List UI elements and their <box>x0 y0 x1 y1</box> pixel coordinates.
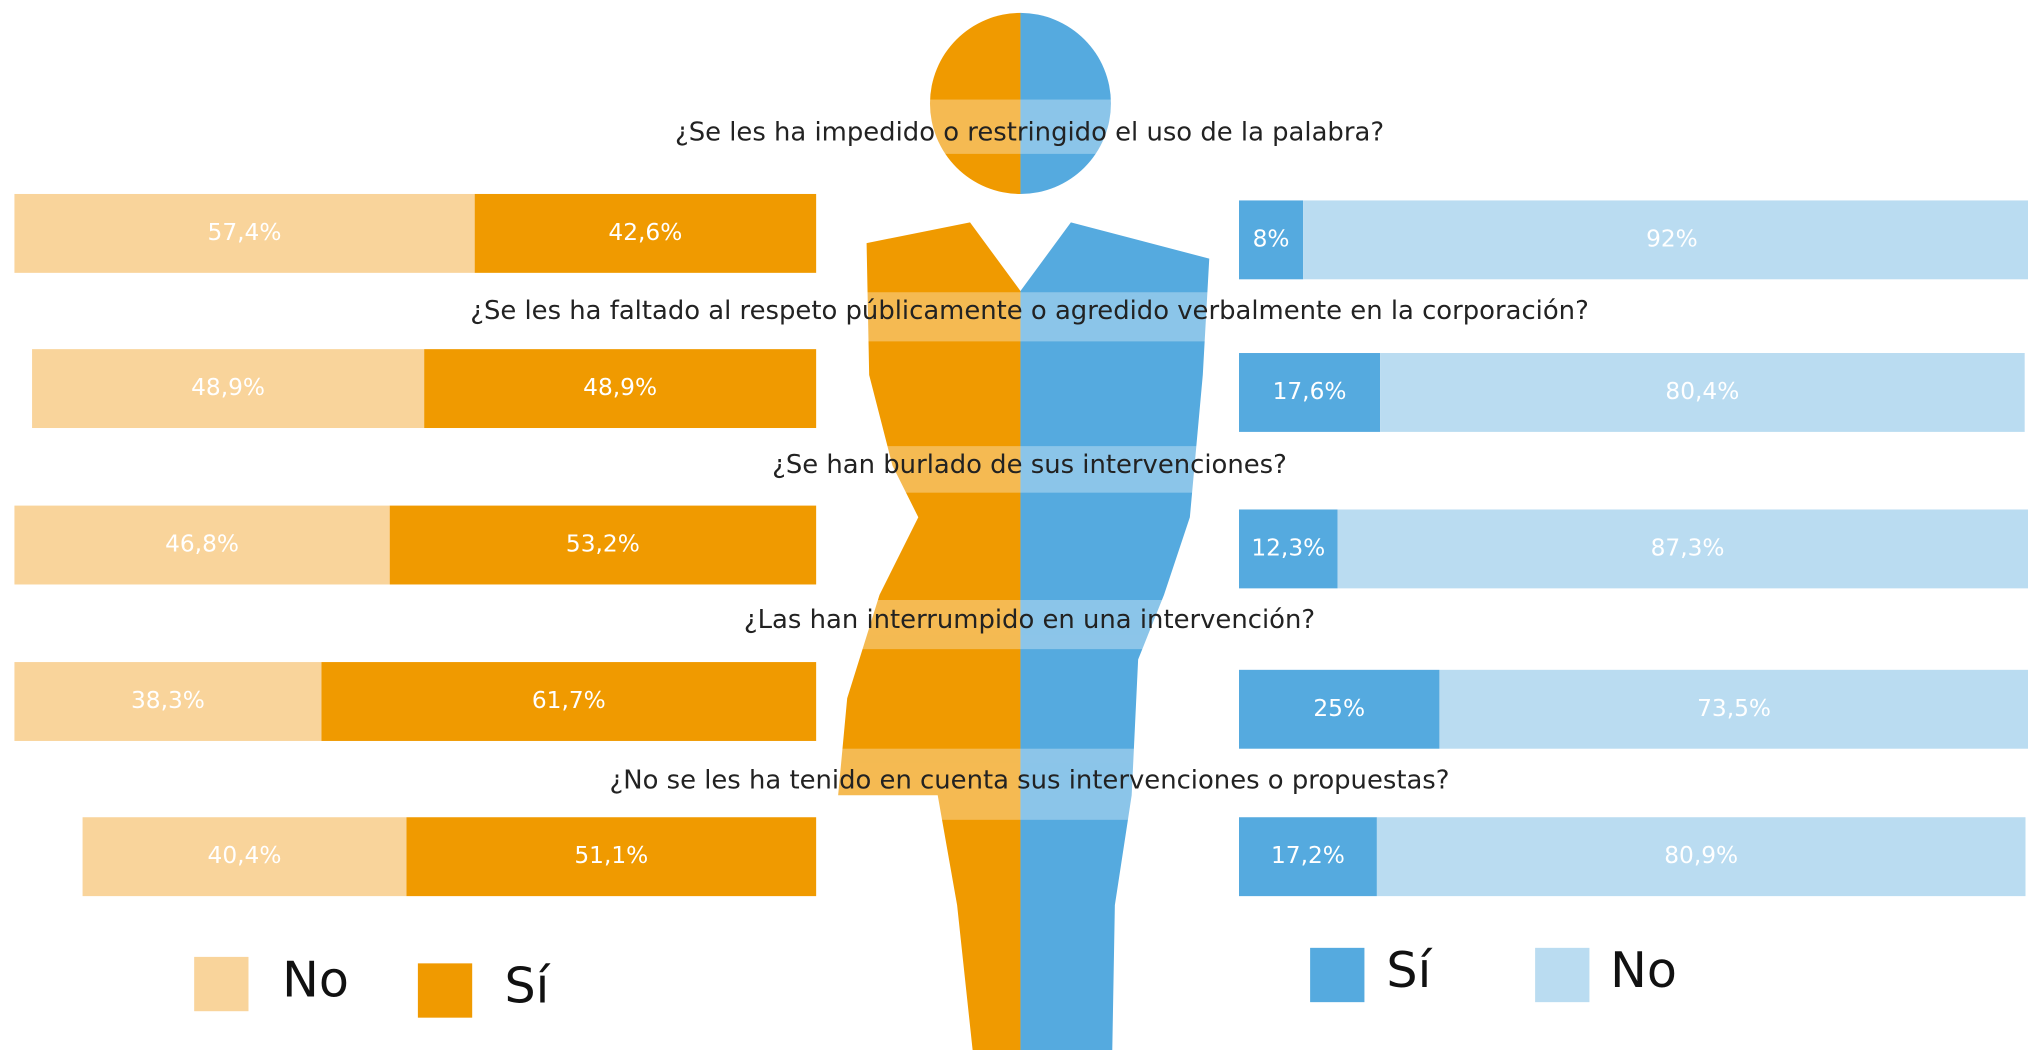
legend-swatch <box>1310 947 1365 1003</box>
legend-swatch <box>1535 947 1590 1003</box>
question: ¿Las han interrumpido en una intervenció… <box>744 605 1315 635</box>
legend-swatch <box>194 956 249 1012</box>
value-label: 12,3% <box>1251 534 1325 561</box>
value-label: 80,4% <box>1665 378 1739 405</box>
figure <box>827 12 1216 1050</box>
value-label: 61,7% <box>532 687 606 714</box>
bar-segment <box>474 193 817 273</box>
bar-segment <box>14 505 390 585</box>
bar-segment <box>1303 200 2028 280</box>
value-label: 17,6% <box>1273 378 1347 405</box>
bar-segment <box>1239 200 1304 280</box>
figure-band <box>827 600 1216 650</box>
legend-swatch <box>417 963 473 1018</box>
legend-label: Sí <box>1386 941 1432 999</box>
bar-segment <box>82 817 407 897</box>
head-left <box>929 12 1021 194</box>
bar-segment <box>1239 353 1381 432</box>
bar-segment <box>1376 817 2026 897</box>
value-label: 42,6% <box>608 219 682 246</box>
value-label: 92% <box>1646 225 1698 252</box>
bar-segment <box>14 662 322 741</box>
legend-label: No <box>282 950 349 1008</box>
value-label: 17,2% <box>1271 842 1345 869</box>
value-label: 73,5% <box>1697 695 1771 722</box>
value-label: 53,2% <box>566 531 640 558</box>
bar-segment <box>1239 817 1377 897</box>
bar-segment <box>32 349 425 429</box>
bar-segment <box>1239 669 1440 749</box>
bar-segment <box>1239 509 1338 589</box>
head-right <box>1020 12 1111 194</box>
value-label: 38,3% <box>131 687 205 714</box>
body-left <box>838 222 1021 1050</box>
value-label: 46,8% <box>165 531 239 558</box>
question: ¿Se han burlado de sus intervenciones? <box>772 450 1287 480</box>
figure-band <box>827 748 1216 820</box>
bar-segment <box>406 817 817 897</box>
legend-label: No <box>1610 941 1677 999</box>
question: ¿Se les ha faltado al respeto públicamen… <box>470 296 1589 326</box>
value-label: 48,9% <box>191 374 265 401</box>
value-label: 80,9% <box>1664 842 1738 869</box>
bar-segment <box>321 662 817 741</box>
figure-band <box>827 292 1216 342</box>
value-label: 40,4% <box>208 842 282 869</box>
figure-band <box>827 99 1216 154</box>
value-label: 48,9% <box>583 374 657 401</box>
bar-segment <box>1337 509 2028 589</box>
value-label: 57,4% <box>208 219 282 246</box>
value-label: 87,3% <box>1651 534 1725 561</box>
legend-label: Sí <box>505 957 551 1015</box>
bar-segment <box>389 505 817 585</box>
bar-segment <box>1439 669 2028 749</box>
bar-segment <box>14 193 475 273</box>
bar-segment <box>1380 353 2025 432</box>
question: ¿Se les ha impedido o restringido el uso… <box>675 118 1384 148</box>
bar-segment <box>424 349 817 429</box>
body-right <box>1020 222 1210 1050</box>
value-label: 51,1% <box>574 842 648 869</box>
figure-band <box>827 446 1216 493</box>
value-label: 8% <box>1253 225 1290 252</box>
question: ¿No se les ha tenido en cuenta sus inter… <box>610 766 1450 796</box>
value-label: 25% <box>1313 695 1365 722</box>
